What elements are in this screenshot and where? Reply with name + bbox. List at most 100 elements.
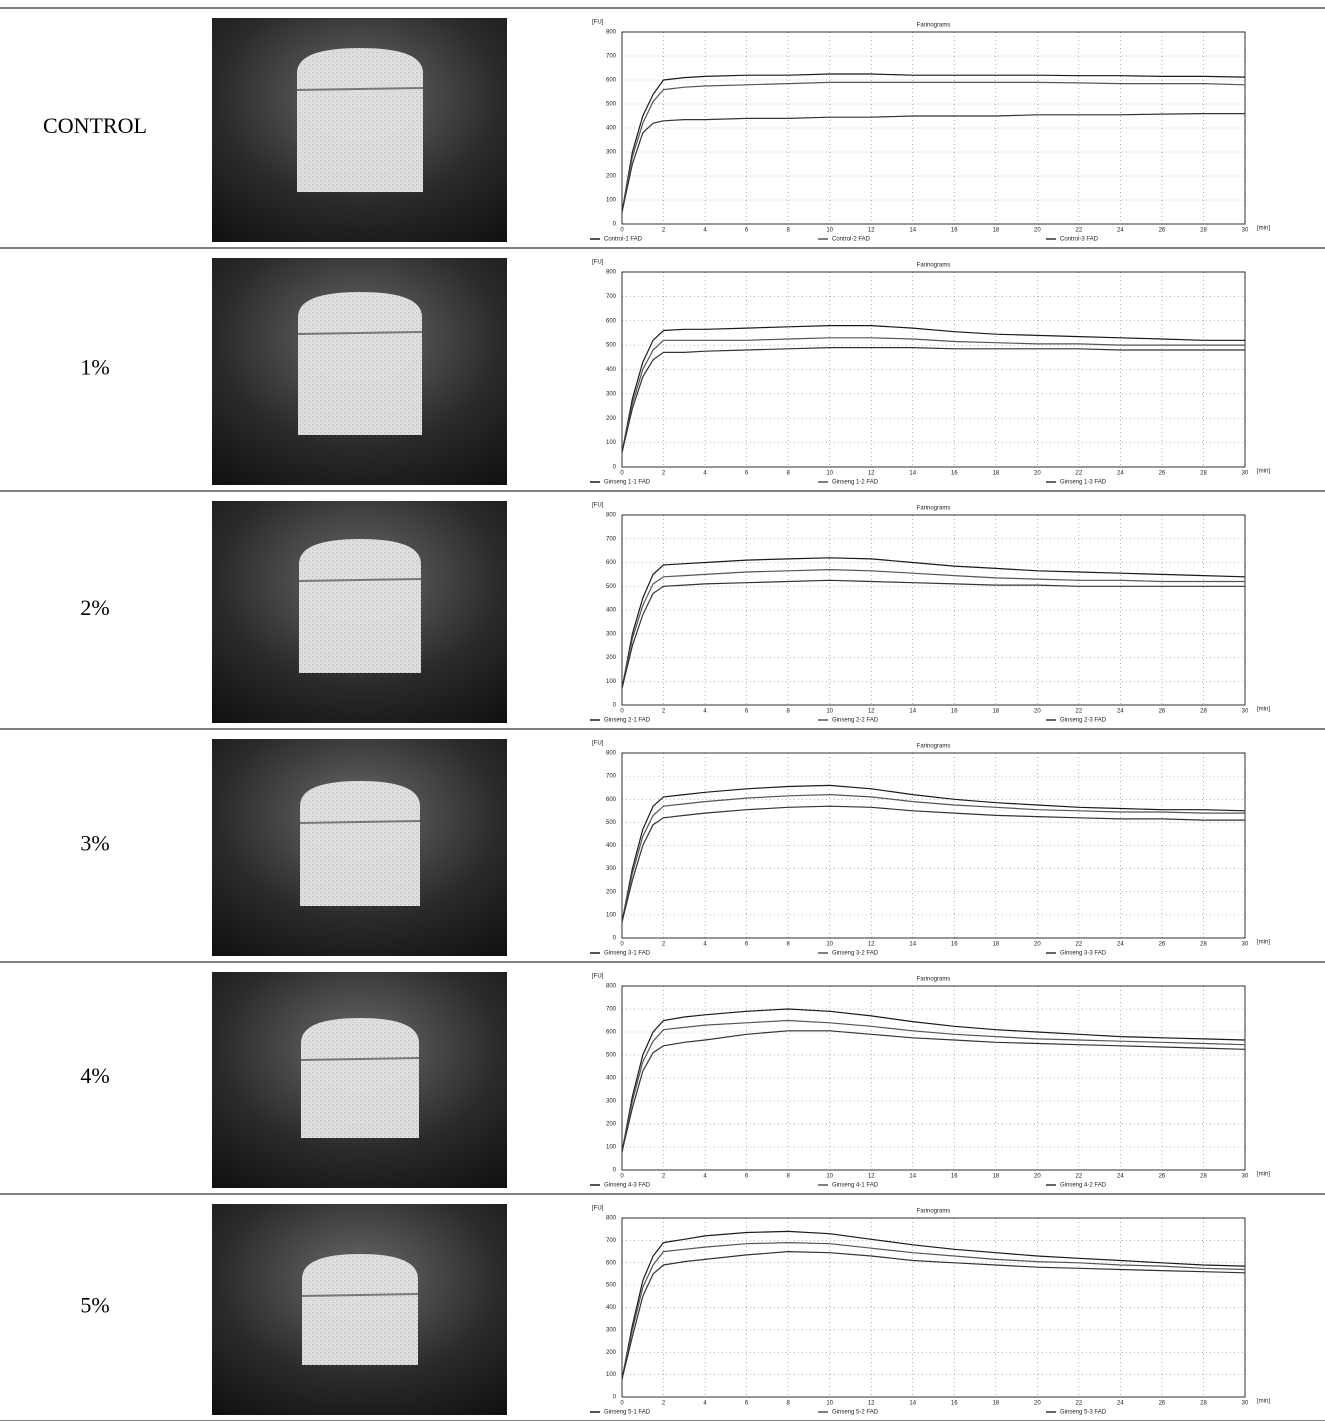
x-tick-label: 20 xyxy=(1034,709,1041,715)
x-tick-label: 2 xyxy=(662,228,666,234)
y-tick-label: 0 xyxy=(613,465,617,471)
bread-loaf xyxy=(301,1018,419,1138)
y-tick-label: 100 xyxy=(606,198,617,204)
bread-loaf xyxy=(297,48,423,192)
series-line xyxy=(622,1252,1245,1380)
x-tick-label: 16 xyxy=(951,228,958,234)
x-tick-label: 14 xyxy=(909,709,916,715)
x-tick-label: 4 xyxy=(703,471,707,477)
legend-label: Ginseng 4-1 FAD xyxy=(832,1183,879,1189)
legend-label: Control-3 FAD xyxy=(1060,237,1099,243)
x-tick-label: 0 xyxy=(620,1401,624,1407)
y-tick-label: 600 xyxy=(606,560,617,566)
x-tick-label: 16 xyxy=(951,942,958,948)
x-tick-label: 28 xyxy=(1200,942,1207,948)
y-unit: [FU] xyxy=(592,974,604,980)
series-line xyxy=(622,348,1245,453)
x-tick-label: 26 xyxy=(1159,709,1166,715)
x-tick-label: 24 xyxy=(1117,471,1124,477)
x-tick-label: 0 xyxy=(620,1174,624,1180)
x-tick-label: 14 xyxy=(909,471,916,477)
y-tick-label: 300 xyxy=(606,1327,617,1333)
x-tick-label: 16 xyxy=(951,1401,958,1407)
y-unit: [FU] xyxy=(592,260,604,266)
y-tick-label: 700 xyxy=(606,536,617,542)
y-tick-label: 400 xyxy=(606,1076,617,1082)
series-line xyxy=(622,795,1245,922)
x-tick-label: 4 xyxy=(703,942,707,948)
y-tick-label: 800 xyxy=(606,751,617,757)
x-tick-label: 2 xyxy=(662,471,666,477)
x-tick-label: 30 xyxy=(1242,1174,1249,1180)
x-tick-label: 22 xyxy=(1076,942,1083,948)
plot-frame xyxy=(622,515,1245,705)
series-line xyxy=(622,114,1245,212)
y-tick-label: 800 xyxy=(606,984,617,990)
x-tick-label: 4 xyxy=(703,1401,707,1407)
series-line xyxy=(622,82,1245,212)
series-line xyxy=(622,338,1245,453)
y-tick-label: 100 xyxy=(606,679,617,685)
plot-frame xyxy=(622,272,1245,467)
x-tick-label: 10 xyxy=(826,1174,833,1180)
chart-title: Farinograms xyxy=(917,506,951,512)
series-line xyxy=(622,806,1245,922)
y-tick-label: 500 xyxy=(606,1053,617,1059)
x-unit: [min] xyxy=(1257,1172,1270,1178)
plot-frame xyxy=(622,1218,1245,1397)
x-tick-label: 30 xyxy=(1242,471,1249,477)
x-tick-label: 2 xyxy=(662,1401,666,1407)
y-tick-label: 700 xyxy=(606,1238,617,1244)
x-tick-label: 4 xyxy=(703,1174,707,1180)
y-tick-label: 400 xyxy=(606,843,617,849)
x-tick-label: 18 xyxy=(992,228,999,234)
legend-label: Ginseng 3-1 FAD xyxy=(604,951,651,957)
bread-loaf xyxy=(298,292,422,435)
row-label: 2% xyxy=(80,595,109,620)
x-tick-label: 24 xyxy=(1117,709,1124,715)
y-tick-label: 300 xyxy=(606,866,617,872)
y-tick-label: 600 xyxy=(606,1260,617,1266)
y-tick-label: 700 xyxy=(606,54,617,60)
x-unit: [min] xyxy=(1257,940,1270,946)
legend-label: Ginseng 2-3 FAD xyxy=(1060,718,1107,724)
x-tick-label: 14 xyxy=(909,1401,916,1407)
y-tick-label: 700 xyxy=(606,294,617,300)
y-tick-label: 500 xyxy=(606,1283,617,1289)
y-unit: [FU] xyxy=(592,741,604,747)
x-tick-label: 2 xyxy=(662,1174,666,1180)
x-tick-label: 12 xyxy=(868,1174,875,1180)
x-tick-label: 10 xyxy=(826,1401,833,1407)
x-tick-label: 12 xyxy=(868,1401,875,1407)
x-tick-label: 0 xyxy=(620,228,624,234)
x-tick-label: 10 xyxy=(826,471,833,477)
x-tick-label: 6 xyxy=(745,1174,749,1180)
legend-label: Ginseng 5-2 FAD xyxy=(832,1410,879,1416)
legend-label: Ginseng 5-3 FAD xyxy=(1060,1410,1107,1416)
x-tick-label: 22 xyxy=(1076,1401,1083,1407)
x-tick-label: 12 xyxy=(868,709,875,715)
chart-title: Farinograms xyxy=(917,744,951,750)
x-unit: [min] xyxy=(1257,707,1270,713)
x-tick-label: 6 xyxy=(745,228,749,234)
y-tick-label: 600 xyxy=(606,318,617,324)
x-tick-label: 10 xyxy=(826,228,833,234)
series-line xyxy=(622,74,1245,212)
x-tick-label: 28 xyxy=(1200,1401,1207,1407)
x-unit: [min] xyxy=(1257,469,1270,475)
y-tick-label: 200 xyxy=(606,1350,617,1356)
plot-frame xyxy=(622,32,1245,224)
x-tick-label: 10 xyxy=(826,709,833,715)
y-tick-label: 0 xyxy=(613,1395,617,1401)
y-tick-label: 100 xyxy=(606,912,617,918)
row-label: 3% xyxy=(80,831,109,856)
y-tick-label: 200 xyxy=(606,416,617,422)
x-tick-label: 6 xyxy=(745,1401,749,1407)
series-line xyxy=(622,1021,1245,1152)
plot-frame xyxy=(622,753,1245,938)
y-tick-label: 100 xyxy=(606,1372,617,1378)
figure-canvas: CONTROLFarinograms[FU][min]0100200300400… xyxy=(0,0,1325,1421)
x-tick-label: 16 xyxy=(951,1174,958,1180)
x-tick-label: 22 xyxy=(1076,1174,1083,1180)
x-tick-label: 18 xyxy=(992,1174,999,1180)
